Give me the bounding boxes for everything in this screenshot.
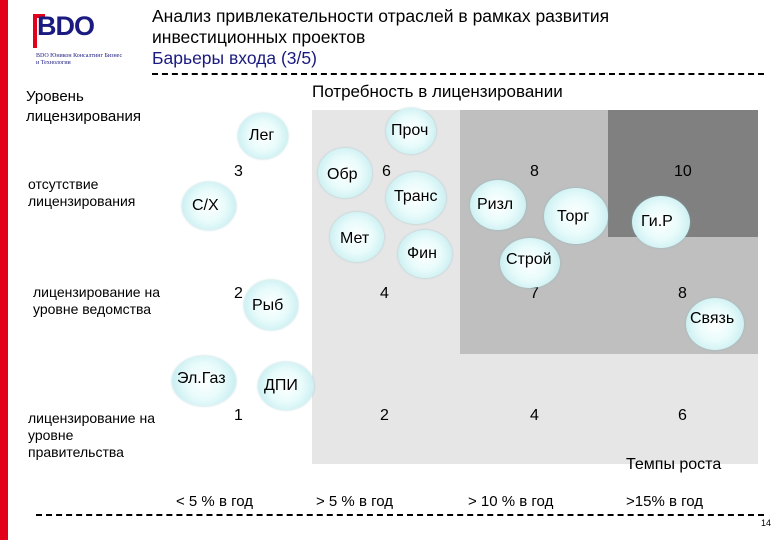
bubble-label-elgaz: Эл.Газ xyxy=(177,370,226,387)
bubble-proch xyxy=(386,108,436,154)
score-r1-c0: 2 xyxy=(234,285,243,302)
bubble-gir xyxy=(632,196,690,248)
bubble-rizl xyxy=(470,180,526,230)
score-r2-c3: 6 xyxy=(678,407,687,424)
row-label-none: отсутствие лицензирования xyxy=(28,176,136,209)
score-r0-c0: 3 xyxy=(234,163,243,180)
bubble-fin xyxy=(398,230,452,278)
col-label-4: >15% в год xyxy=(626,493,703,510)
score-r2-c1: 2 xyxy=(380,407,389,424)
score-r0-c3: 10 xyxy=(674,163,692,180)
bubble-label-torg: Торг xyxy=(557,208,590,225)
row-label-government: лицензирование на уровне правительства xyxy=(28,410,155,460)
bubble-dpi xyxy=(258,362,314,410)
bubble-label-met: Мет xyxy=(340,230,370,247)
page-subtitle: Барьеры входа (3/5) xyxy=(152,48,317,68)
bubble-label-gir: Ги.Р xyxy=(641,213,673,230)
bubble-label-sx: С/Х xyxy=(192,197,219,214)
bubble-trans xyxy=(386,172,446,224)
bubble-stroy xyxy=(500,238,560,288)
bubble-label-ryb: Рыб xyxy=(252,297,284,314)
score-r2-c2: 4 xyxy=(530,407,539,424)
score-r1-c2: 7 xyxy=(530,285,539,302)
logo-bracket xyxy=(33,14,45,48)
bubble-leg xyxy=(238,113,288,159)
grid-col-3-bottom xyxy=(460,354,608,464)
bubble-label-leg: Лег xyxy=(249,127,275,144)
footer-divider xyxy=(36,514,764,516)
row-label-agency: лицензирование на уровне ведомства xyxy=(33,284,160,317)
score-r0-c2: 8 xyxy=(530,163,539,180)
bubble-svyaz xyxy=(686,298,744,350)
bubble-met xyxy=(330,212,384,262)
logo-brand: BDO xyxy=(37,11,95,41)
col-label-2: > 5 % в год xyxy=(316,493,393,510)
bubble-label-rizl: Ризл xyxy=(477,196,514,213)
bubble-label-fin: Фин xyxy=(407,245,437,262)
logo-tagline: BDO Юникон Консалтинг Бизнес и Технологи… xyxy=(36,53,123,66)
bubble-elgaz xyxy=(172,356,236,406)
bubble-label-proch: Проч xyxy=(391,122,429,139)
grid-col-4-bottom xyxy=(608,354,758,464)
score-r0-c1: 6 xyxy=(382,163,391,180)
header-divider xyxy=(152,73,764,75)
score-r2-c0: 1 xyxy=(234,407,243,424)
col-label-1: < 5 % в год xyxy=(176,493,253,510)
bubble-torg xyxy=(544,188,608,244)
bubble-sx xyxy=(182,182,236,230)
page-title: Анализ привлекательности отраслей в рамк… xyxy=(152,6,610,47)
left-accent-bar xyxy=(0,0,8,540)
page-number: 14 xyxy=(761,518,772,528)
growth-rate-title: Темпы роста xyxy=(626,456,722,473)
bubble-obr xyxy=(318,148,372,198)
bubble-label-svyaz: Связь xyxy=(690,310,735,327)
score-r1-c1: 4 xyxy=(380,285,389,302)
col-label-3: > 10 % в год xyxy=(468,493,554,510)
bubble-ryb xyxy=(244,280,298,330)
bubble-label-stroy: Строй xyxy=(506,251,552,268)
bubble-label-dpi: ДПИ xyxy=(264,377,298,394)
bubble-label-trans: Транс xyxy=(394,188,438,205)
x-axis-title: Потребность в лицензировании xyxy=(312,82,563,101)
y-axis-title: Уровень лицензирования xyxy=(26,88,142,125)
score-r1-c3: 8 xyxy=(678,285,687,302)
bubble-label-obr: Обр xyxy=(327,166,358,183)
